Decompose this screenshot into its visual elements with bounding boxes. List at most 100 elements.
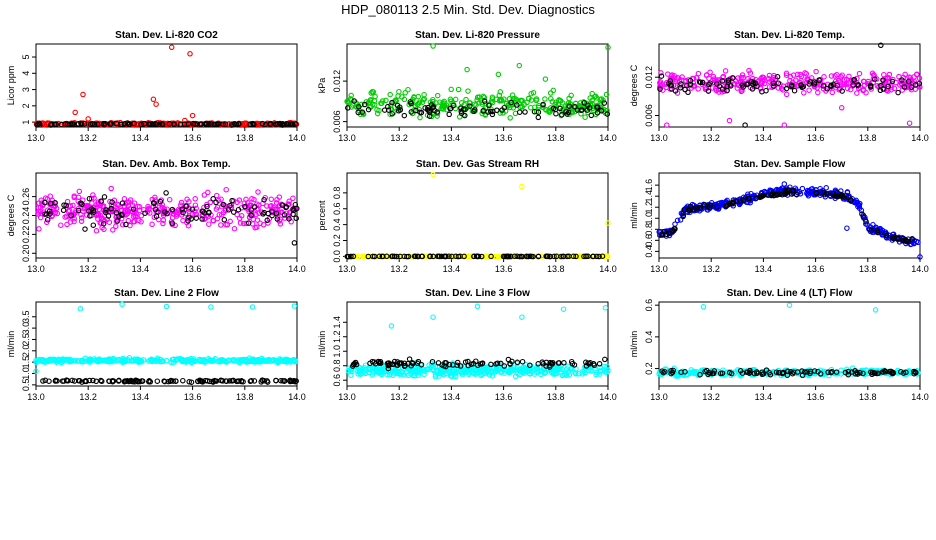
data-point bbox=[496, 92, 503, 99]
data-point bbox=[375, 366, 381, 372]
data-point bbox=[440, 106, 447, 112]
data-point bbox=[754, 83, 760, 90]
x-tick-label: 13.6 bbox=[495, 133, 513, 143]
data-point bbox=[711, 368, 718, 374]
data-point bbox=[244, 357, 250, 363]
data-point bbox=[180, 209, 186, 216]
data-point bbox=[603, 369, 610, 376]
y-tick-label: 3 bbox=[21, 87, 31, 92]
data-point bbox=[547, 253, 553, 260]
data-point bbox=[98, 377, 104, 384]
data-point bbox=[658, 73, 665, 79]
data-point bbox=[745, 195, 751, 201]
data-point bbox=[262, 121, 269, 128]
data-point bbox=[169, 208, 176, 215]
data-point bbox=[710, 73, 717, 80]
data-point bbox=[434, 368, 441, 375]
data-point bbox=[44, 196, 51, 202]
data-point bbox=[264, 379, 271, 385]
data-point bbox=[362, 253, 369, 260]
x-tick-label: 14.0 bbox=[911, 392, 929, 402]
outlier-point bbox=[838, 105, 845, 111]
data-point bbox=[852, 371, 859, 377]
data-point bbox=[136, 204, 143, 210]
data-point bbox=[801, 90, 807, 96]
panel-title: Stan. Dev. Li-820 Temp. bbox=[734, 30, 845, 41]
data-point bbox=[878, 82, 884, 89]
outlier-point bbox=[844, 225, 850, 231]
panel-title: Stan. Dev. Line 2 Flow bbox=[114, 288, 219, 299]
x-tick-label: 13.8 bbox=[547, 392, 565, 402]
data-point bbox=[61, 202, 67, 208]
x-tick-label: 13.8 bbox=[236, 264, 254, 274]
x-tick-label: 13.4 bbox=[132, 392, 150, 402]
data-point bbox=[695, 86, 701, 92]
data-point bbox=[236, 121, 242, 127]
x-tick-label: 13.0 bbox=[650, 392, 668, 402]
data-point bbox=[259, 120, 266, 127]
points-layer bbox=[33, 301, 299, 385]
series-black bbox=[345, 98, 611, 121]
panel-title: Stan. Dev. Sample Flow bbox=[734, 159, 846, 170]
data-point bbox=[197, 378, 204, 384]
data-point bbox=[845, 368, 852, 375]
data-point bbox=[160, 220, 166, 227]
data-point bbox=[828, 369, 834, 376]
data-point bbox=[522, 109, 528, 115]
data-point bbox=[699, 79, 706, 86]
data-point bbox=[463, 96, 469, 103]
data-point bbox=[119, 222, 126, 228]
outlier-point bbox=[519, 183, 525, 190]
x-tick-label: 13.0 bbox=[650, 264, 668, 274]
data-point bbox=[264, 217, 270, 224]
data-point bbox=[498, 360, 504, 367]
y-tick-label: 5 bbox=[21, 55, 31, 60]
x-tick-label: 13.4 bbox=[755, 133, 773, 143]
data-point bbox=[507, 361, 513, 367]
data-point bbox=[179, 206, 185, 212]
data-point bbox=[402, 362, 408, 369]
data-point bbox=[706, 81, 712, 88]
data-point bbox=[561, 360, 567, 366]
data-point bbox=[99, 378, 105, 385]
data-point bbox=[234, 211, 240, 218]
data-point bbox=[228, 122, 235, 128]
data-point bbox=[523, 253, 530, 260]
data-point bbox=[266, 358, 272, 365]
data-point bbox=[687, 77, 694, 84]
data-point bbox=[913, 369, 919, 376]
data-point bbox=[761, 77, 767, 83]
data-point bbox=[480, 93, 487, 100]
data-point bbox=[415, 369, 421, 376]
data-point bbox=[210, 196, 216, 202]
outlier-point bbox=[388, 323, 395, 329]
data-point bbox=[477, 369, 484, 375]
data-point bbox=[874, 83, 881, 89]
data-point bbox=[105, 213, 112, 219]
x-tick-label: 14.0 bbox=[288, 133, 306, 143]
data-point bbox=[903, 369, 909, 376]
data-point bbox=[421, 91, 427, 98]
data-point bbox=[265, 220, 271, 226]
data-point bbox=[409, 110, 416, 117]
x-tick-label: 13.6 bbox=[495, 392, 513, 402]
data-point bbox=[660, 369, 667, 376]
data-point bbox=[150, 200, 157, 206]
data-point bbox=[78, 215, 85, 221]
data-point bbox=[159, 121, 166, 128]
data-point bbox=[528, 97, 535, 103]
points-layer bbox=[345, 303, 611, 380]
data-point bbox=[274, 216, 281, 222]
outlier-point bbox=[786, 302, 793, 308]
data-point bbox=[471, 101, 478, 107]
data-point bbox=[735, 75, 741, 81]
data-point bbox=[396, 88, 402, 95]
data-point bbox=[775, 80, 782, 86]
x-tick-label: 13.4 bbox=[132, 133, 150, 143]
data-point bbox=[604, 253, 611, 260]
data-point bbox=[542, 369, 548, 376]
data-point bbox=[398, 369, 405, 375]
data-point bbox=[875, 229, 881, 236]
data-point bbox=[352, 359, 359, 366]
data-point bbox=[441, 372, 447, 378]
